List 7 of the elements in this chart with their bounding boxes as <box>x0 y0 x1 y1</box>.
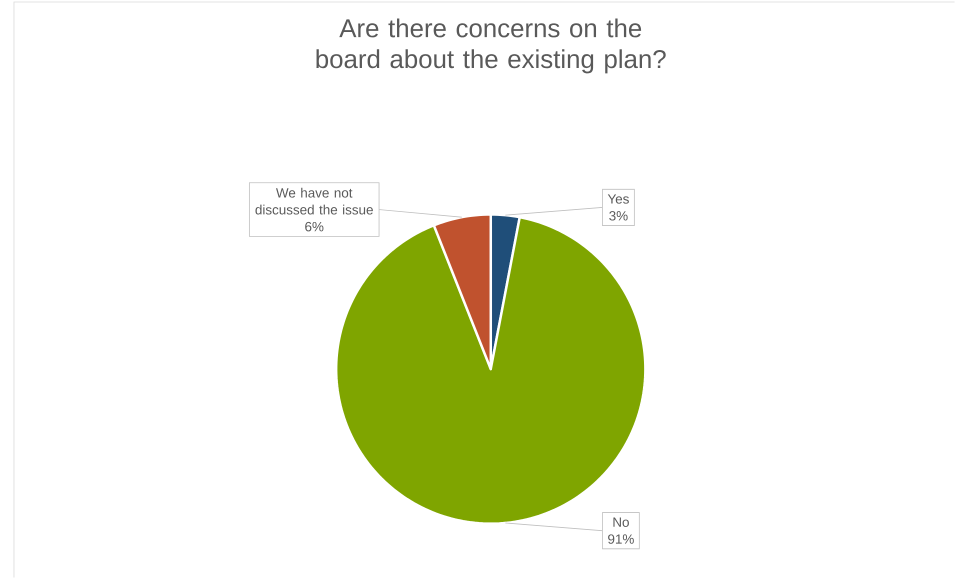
data-label: 3% <box>609 211 628 221</box>
slice-label: We have not discussed the issue <box>255 188 373 215</box>
slice-label: No <box>613 518 629 527</box>
slice-label: Yes <box>608 194 629 204</box>
chart-title: Are there concerns on the board about the existing plan? <box>316 18 666 74</box>
data-label: 6% <box>305 222 324 232</box>
data-label: 91% <box>608 534 634 544</box>
